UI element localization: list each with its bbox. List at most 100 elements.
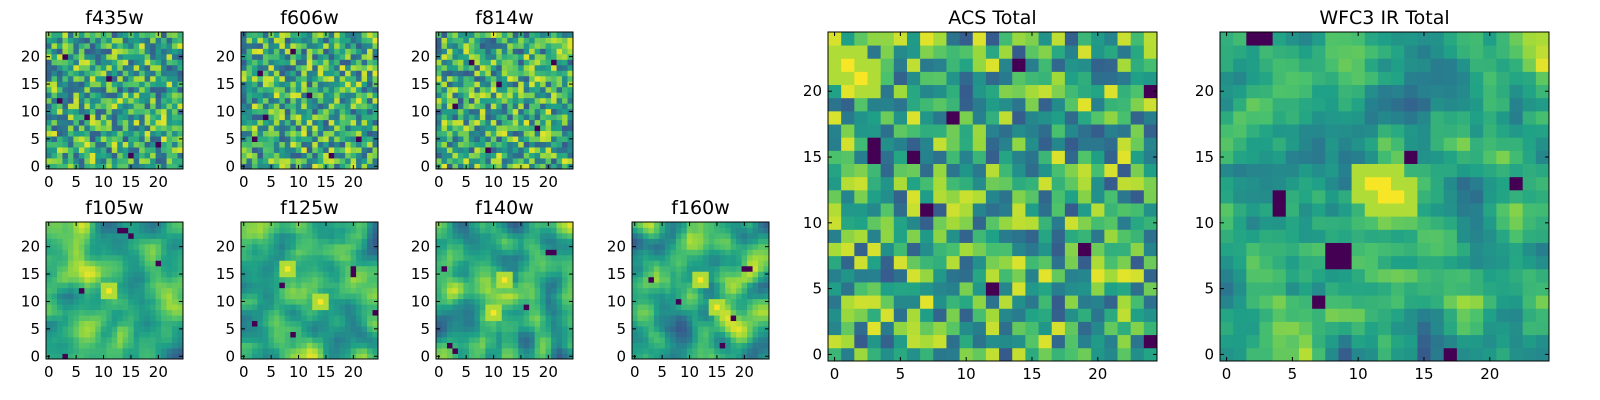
heatmap-cell: [328, 271, 335, 278]
heatmap-cell: [501, 249, 508, 256]
heatmap-cell: [290, 158, 297, 164]
heatmap-cell: [62, 147, 69, 153]
heatmap-cell: [106, 298, 113, 305]
heatmap-cell: [111, 136, 118, 142]
heatmap-cell: [273, 114, 280, 121]
heatmap-cell: [1051, 176, 1066, 191]
heatmap-cell: [708, 260, 715, 267]
heatmap-cell: [747, 271, 753, 278]
heatmap-cell: [545, 119, 552, 126]
heatmap-cell: [150, 97, 156, 104]
heatmap-cell: [670, 232, 677, 239]
heatmap-cell: [893, 203, 908, 217]
heatmap-cell: [328, 298, 335, 305]
heatmap-cell: [452, 293, 459, 300]
heatmap-cell: [490, 103, 497, 110]
heatmap-cell: [284, 86, 291, 93]
heatmap-cell: [73, 152, 80, 159]
heatmap-cell: [117, 81, 124, 88]
heatmap-cell: [490, 97, 497, 104]
heatmap-cell: [290, 125, 297, 132]
heatmap-cell: [295, 114, 302, 121]
heatmap-cell: [262, 293, 269, 300]
heatmap-cell: [78, 86, 85, 93]
heatmap-cell: [84, 32, 91, 38]
heatmap-cell: [367, 53, 373, 60]
heatmap-cell: [490, 152, 497, 159]
heatmap-cell: [251, 238, 258, 245]
heatmap-cell: [452, 152, 459, 159]
heatmap-cell: [312, 32, 319, 38]
heatmap-cell: [518, 326, 525, 332]
heatmap-cell: [446, 304, 453, 311]
heatmap-cell: [485, 326, 492, 332]
heatmap-cell: [637, 298, 644, 305]
heatmap-cell: [999, 321, 1013, 336]
heatmap-cell: [246, 59, 253, 66]
heatmap-cell: [161, 309, 167, 316]
heatmap-cell: [144, 97, 151, 104]
heatmap-cell: [1064, 321, 1079, 336]
heatmap-cell: [567, 304, 574, 311]
heatmap-cell: [251, 254, 258, 261]
heatmap-cell: [122, 42, 129, 49]
heatmap-cell: [73, 92, 80, 99]
heatmap-cell: [828, 308, 842, 322]
heatmap-cell: [161, 70, 167, 77]
heatmap-cell: [501, 70, 508, 77]
heatmap-cell: [485, 81, 492, 88]
heatmap-cell: [741, 298, 748, 305]
heatmap-cell: [540, 81, 546, 88]
heatmap-cell: [551, 37, 557, 44]
heatmap-cell: [334, 114, 341, 121]
heatmap-cell: [545, 37, 552, 44]
heatmap-cell: [681, 353, 688, 360]
heatmap-cell: [323, 152, 330, 159]
heatmap-cell: [356, 59, 362, 66]
heatmap-cell: [301, 42, 308, 49]
heatmap-cell: [177, 260, 184, 267]
heatmap-cell: [474, 125, 481, 132]
heatmap-cell: [323, 75, 330, 82]
heatmap-cell: [534, 92, 541, 99]
heatmap-cell: [257, 222, 264, 228]
heatmap-cell: [372, 320, 379, 327]
heatmap-cell: [241, 103, 247, 110]
heatmap-cell: [350, 86, 357, 93]
heatmap-cell: [501, 75, 508, 82]
heatmap-cell: [1012, 203, 1026, 217]
heatmap-cell: [501, 222, 508, 228]
heatmap-cell: [51, 70, 58, 77]
heatmap-cell: [545, 348, 552, 354]
heatmap-cell: [144, 92, 151, 99]
heatmap-cell: [758, 337, 764, 343]
heatmap-cell: [457, 48, 464, 55]
heatmap-cell: [155, 152, 162, 159]
heatmap-cell: [642, 265, 649, 272]
heatmap-cell: [485, 125, 492, 132]
heatmap-cell: [279, 75, 286, 82]
heatmap-cell: [507, 254, 514, 261]
heatmap-cell: [659, 232, 666, 239]
heatmap-cell: [323, 282, 330, 289]
heatmap-cell: [714, 260, 721, 267]
heatmap-cell: [339, 287, 346, 294]
heatmap-cell: [166, 59, 173, 66]
heatmap-cell: [361, 326, 368, 332]
heatmap-cell: [648, 298, 655, 305]
heatmap-cell: [273, 152, 280, 159]
heatmap-cell: [273, 276, 280, 283]
heatmap-cell: [106, 271, 113, 278]
heatmap-cell: [675, 326, 682, 332]
heatmap-cell: [284, 119, 291, 126]
heatmap-cell: [100, 152, 107, 159]
heatmap-cell: [490, 108, 497, 115]
heatmap-cell: [545, 103, 552, 110]
heatmap-cell: [490, 348, 497, 354]
heatmap-cell: [339, 353, 346, 360]
heatmap-cell: [490, 86, 497, 93]
heatmap-cell: [501, 92, 508, 99]
heatmap-cell: [73, 147, 80, 153]
heatmap-cell: [67, 70, 74, 77]
heatmap-cell: [241, 92, 247, 99]
